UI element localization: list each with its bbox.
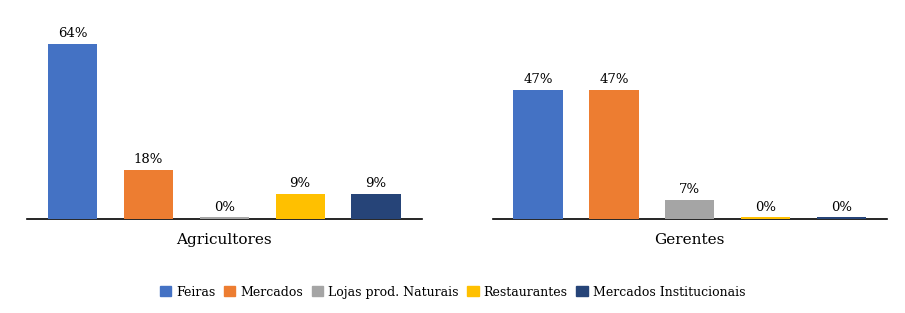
Bar [124,170,173,219]
Bar [48,44,98,219]
Bar [816,217,866,219]
Text: 0%: 0% [755,201,776,214]
Bar [351,194,401,219]
Bar [275,194,325,219]
Bar [513,90,563,219]
Bar [741,217,790,219]
Text: 9%: 9% [366,177,386,190]
Text: 7%: 7% [679,183,700,196]
Text: 0%: 0% [831,201,852,214]
X-axis label: Gerentes: Gerentes [654,233,725,247]
Bar [665,200,714,219]
Text: 9%: 9% [290,177,310,190]
Text: 47%: 47% [599,73,629,86]
Bar [200,217,249,219]
Text: 18%: 18% [134,153,163,166]
X-axis label: Agricultores: Agricultores [176,233,272,247]
Legend: Feiras, Mercados, Lojas prod. Naturais, Restaurantes, Mercados Institucionais: Feiras, Mercados, Lojas prod. Naturais, … [155,281,750,304]
Text: 64%: 64% [58,27,88,40]
Bar [589,90,639,219]
Text: 0%: 0% [214,201,234,214]
Text: 47%: 47% [523,73,553,86]
